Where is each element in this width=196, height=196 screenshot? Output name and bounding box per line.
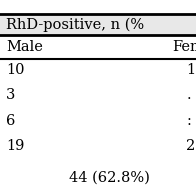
Text: 6: 6 bbox=[6, 113, 15, 128]
Text: 10: 10 bbox=[6, 63, 24, 77]
Text: Male: Male bbox=[6, 40, 43, 54]
Text: 2: 2 bbox=[186, 139, 195, 153]
Text: :: : bbox=[186, 113, 191, 128]
Text: 3: 3 bbox=[6, 88, 15, 102]
Text: RhD-positive, n (%: RhD-positive, n (% bbox=[6, 17, 144, 32]
Text: Fem: Fem bbox=[172, 40, 196, 54]
Text: 1: 1 bbox=[186, 63, 195, 77]
Text: .: . bbox=[186, 88, 191, 102]
Text: 44 (62.8%): 44 (62.8%) bbox=[69, 170, 150, 184]
Text: 19: 19 bbox=[6, 139, 24, 153]
FancyBboxPatch shape bbox=[0, 14, 196, 35]
